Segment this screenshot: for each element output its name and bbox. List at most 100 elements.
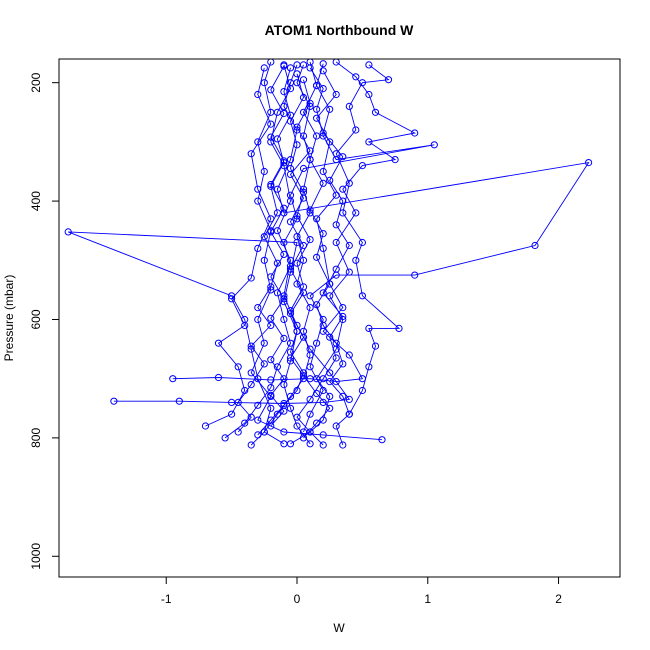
data-point bbox=[319, 375, 327, 383]
data-point bbox=[247, 441, 255, 449]
data-point bbox=[273, 410, 281, 418]
x-tick-label: 1 bbox=[424, 592, 431, 606]
data-point bbox=[326, 292, 334, 300]
data-point bbox=[234, 398, 242, 406]
series-line bbox=[68, 231, 311, 445]
data-point bbox=[234, 428, 242, 436]
data-point bbox=[371, 108, 380, 116]
data-point bbox=[254, 416, 262, 424]
data-point bbox=[267, 391, 275, 399]
data-point bbox=[319, 416, 327, 424]
data-point bbox=[221, 434, 229, 442]
data-point bbox=[234, 363, 242, 371]
data-point bbox=[280, 62, 288, 70]
data-point bbox=[299, 289, 308, 297]
x-axis-label: W bbox=[333, 621, 345, 635]
data-point bbox=[319, 67, 327, 75]
data-point bbox=[293, 79, 301, 87]
data-point bbox=[280, 295, 288, 303]
data-point bbox=[332, 265, 340, 273]
data-point bbox=[293, 413, 301, 421]
data-point bbox=[358, 238, 366, 247]
data-point bbox=[280, 88, 288, 96]
data-point bbox=[313, 253, 321, 261]
data-point bbox=[313, 105, 321, 113]
data-point bbox=[319, 386, 327, 395]
data-point bbox=[326, 392, 334, 400]
data-point bbox=[345, 410, 353, 418]
data-point bbox=[319, 167, 327, 176]
data-point bbox=[352, 73, 360, 81]
y-tick-label: 200 bbox=[29, 72, 43, 92]
data-point bbox=[365, 90, 373, 99]
data-point bbox=[352, 256, 360, 264]
data-point bbox=[280, 157, 288, 165]
data-point bbox=[306, 147, 314, 155]
y-axis: 200 400 600 800 1000 bbox=[29, 72, 60, 570]
y-tick-label: 600 bbox=[29, 309, 43, 329]
series-13 bbox=[299, 59, 353, 418]
data-point bbox=[585, 159, 593, 167]
data-point bbox=[247, 274, 255, 282]
data-point bbox=[531, 241, 539, 250]
data-point bbox=[299, 194, 308, 202]
data-point bbox=[358, 79, 366, 87]
data-point bbox=[299, 241, 308, 250]
data-point bbox=[299, 333, 308, 341]
data-point bbox=[306, 292, 314, 300]
data-point bbox=[247, 413, 255, 421]
data-point bbox=[306, 440, 314, 448]
y-tick-label: 1000 bbox=[29, 543, 43, 570]
data-point bbox=[267, 356, 275, 364]
data-point bbox=[273, 209, 281, 217]
data-point bbox=[319, 129, 327, 137]
data-point bbox=[319, 321, 327, 329]
data-point bbox=[267, 384, 275, 392]
data-point bbox=[280, 238, 288, 247]
data-point bbox=[267, 314, 275, 322]
data-point bbox=[267, 108, 275, 116]
data-point bbox=[332, 422, 340, 430]
data-point bbox=[306, 156, 314, 164]
data-point bbox=[332, 156, 340, 164]
data-point bbox=[299, 372, 308, 380]
data-point bbox=[306, 59, 314, 66]
data-point bbox=[313, 114, 321, 122]
data-point bbox=[306, 304, 314, 312]
data-point bbox=[201, 422, 210, 430]
data-point bbox=[228, 295, 236, 303]
data-point bbox=[260, 360, 268, 368]
data-point bbox=[293, 386, 301, 395]
data-point bbox=[430, 141, 438, 149]
data-point bbox=[326, 378, 334, 386]
data-point bbox=[339, 153, 347, 161]
x-tick-label: -1 bbox=[161, 592, 172, 606]
data-point bbox=[339, 360, 347, 368]
data-point bbox=[365, 324, 373, 332]
chart-title: ATOM1 Northbound W bbox=[265, 22, 415, 38]
data-point bbox=[254, 90, 262, 99]
data-point bbox=[110, 397, 118, 405]
data-point bbox=[345, 241, 353, 250]
data-point bbox=[267, 283, 275, 291]
series-line bbox=[237, 67, 291, 433]
data-point bbox=[371, 342, 380, 350]
data-point bbox=[332, 90, 340, 99]
data-point bbox=[299, 61, 308, 69]
data-point bbox=[293, 141, 301, 149]
data-point bbox=[313, 82, 321, 90]
plot-area bbox=[64, 59, 593, 449]
data-point bbox=[299, 93, 308, 102]
x-tick-label: 0 bbox=[294, 592, 301, 606]
y-tick-label: 800 bbox=[29, 428, 43, 448]
data-point bbox=[267, 133, 275, 141]
data-point bbox=[273, 185, 281, 193]
data-point bbox=[267, 273, 275, 281]
data-point bbox=[280, 375, 288, 383]
series-line bbox=[296, 63, 350, 446]
data-point bbox=[286, 64, 295, 72]
series-15 bbox=[286, 76, 334, 442]
series-line bbox=[250, 64, 311, 446]
data-point bbox=[332, 339, 340, 347]
